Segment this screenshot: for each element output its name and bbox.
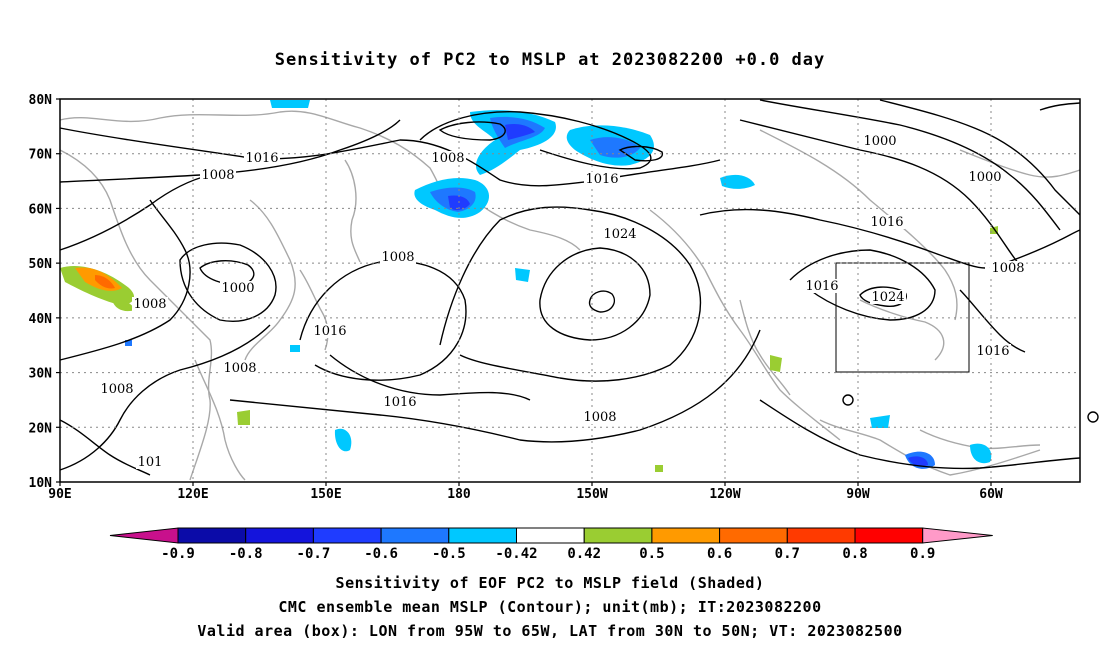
lon-label: 90W <box>846 487 870 502</box>
colorbar-swatch <box>719 527 788 544</box>
colorbar-swatch <box>651 527 721 544</box>
colorbar-tick-label: 0.7 <box>775 546 800 562</box>
colorbar-swatch <box>177 527 247 544</box>
colorbar-swatch <box>312 527 382 544</box>
colorbar-tick-label: -0.7 <box>297 546 331 562</box>
contour-label: 1008 <box>991 261 1024 276</box>
caption-line-3: Valid area (box): LON from 95W to 65W, L… <box>197 622 903 640</box>
lat-label: 30N <box>29 367 53 382</box>
colorbar-tick-label: -0.42 <box>495 546 537 562</box>
lon-label: 150W <box>576 487 607 502</box>
lon-label: 120W <box>709 487 740 502</box>
contour-label: 1000 <box>221 281 254 296</box>
map-grid <box>60 99 1080 482</box>
caption-line-1: Sensitivity of EOF PC2 to MSLP field (Sh… <box>335 574 765 592</box>
colorbar-tick-label: -0.8 <box>229 546 263 562</box>
lat-label: 70N <box>29 148 53 163</box>
colorbar-low-triangle <box>109 527 179 544</box>
colorbar-tick-label: 0.9 <box>910 546 935 562</box>
contour-label: 1008 <box>133 297 166 312</box>
lon-label: 180 <box>447 487 471 502</box>
colorbar-tick-label: 0.42 <box>567 546 601 562</box>
mslp-contours <box>59 99 1099 476</box>
chart-title: Sensitivity of PC2 to MSLP at 2023082200… <box>274 50 826 70</box>
lon-label: 60W <box>979 487 1003 502</box>
colorbar-tick-label: -0.9 <box>161 546 195 562</box>
caption-line-2: CMC ensemble mean MSLP (Contour); unit(m… <box>278 598 822 616</box>
colorbar-tick-label: -0.5 <box>432 546 466 562</box>
colorbar-tick-label: 0.8 <box>842 546 867 562</box>
colorbar-swatch <box>516 527 585 544</box>
colorbar-swatch <box>786 527 856 544</box>
contour-label: 1016 <box>585 172 618 187</box>
sensitivity-shading <box>60 100 998 472</box>
contour-label: 1016 <box>383 395 416 410</box>
contour-label: 1008 <box>431 151 464 166</box>
lon-label: 120E <box>177 487 208 502</box>
contour-label: 1008 <box>583 410 616 425</box>
contour-label: 1000 <box>863 134 896 149</box>
colorbar-tick-label: 0.5 <box>639 546 664 562</box>
lat-label: 20N <box>29 421 53 436</box>
contour-label: 1008 <box>381 250 414 265</box>
contour-label: 1016 <box>245 151 278 166</box>
map-frame <box>59 98 1081 483</box>
lat-label: 60N <box>29 202 53 217</box>
lat-label: 40N <box>29 312 53 327</box>
lon-label: 150E <box>310 487 341 502</box>
colorbar-swatch <box>245 527 314 544</box>
contour-label: 1024 <box>871 290 904 305</box>
lat-label: 80N <box>29 93 53 108</box>
colorbar-tick-label: -0.6 <box>364 546 398 562</box>
colorbar-tick-label: 0.6 <box>707 546 732 562</box>
contour-label: 1008 <box>201 168 234 183</box>
lat-label: 10N <box>29 476 53 491</box>
colorbar-swatch <box>583 527 653 544</box>
contour-label: 1000 <box>968 170 1001 185</box>
contour-label: 1016 <box>976 344 1009 359</box>
contour-label: 1016 <box>805 279 838 294</box>
colorbar <box>109 527 993 544</box>
lat-label: 50N <box>29 257 53 272</box>
colorbar-high-triangle <box>922 527 993 544</box>
coastlines <box>59 110 1081 481</box>
contour-label: 101 <box>138 455 163 470</box>
contour-label: 1008 <box>100 382 133 397</box>
contour-label: 1008 <box>223 361 256 376</box>
colorbar-swatch <box>448 527 517 544</box>
lon-label: 90E <box>48 487 71 502</box>
colorbar-swatch <box>854 527 924 544</box>
contour-label: 1016 <box>870 215 903 230</box>
contour-label: 1016 <box>313 324 346 339</box>
contour-label: 1024 <box>603 227 636 242</box>
colorbar-swatch <box>380 527 450 544</box>
